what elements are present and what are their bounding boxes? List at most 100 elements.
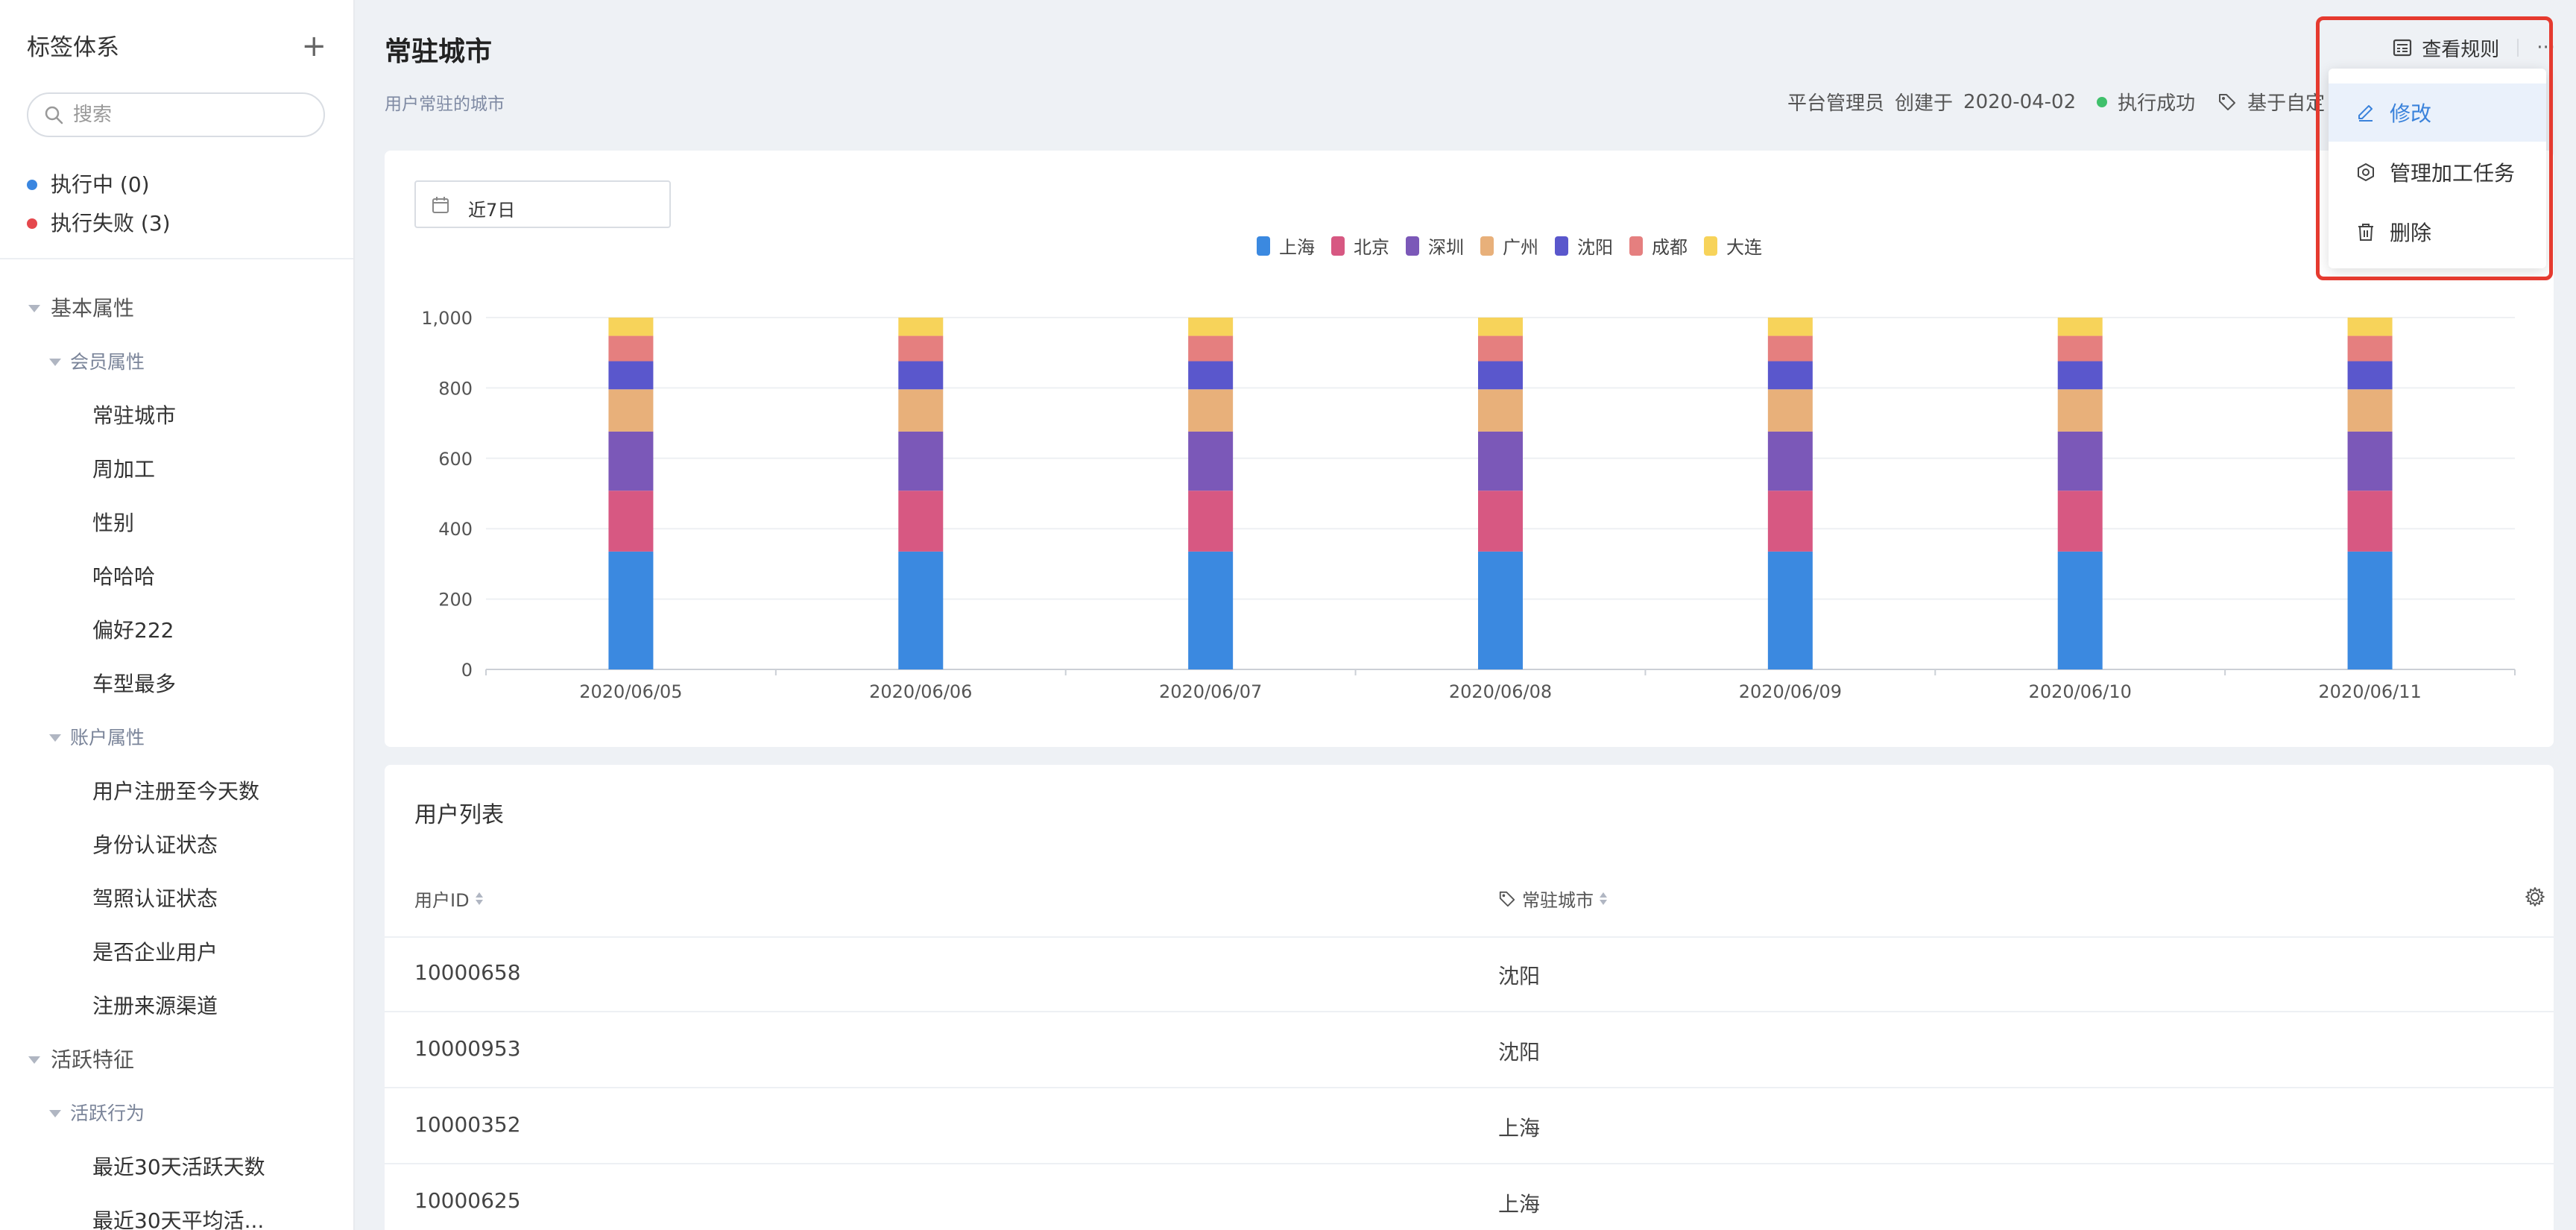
tree-item[interactable]: 驾照认证状态 (0, 872, 353, 926)
status-running-label: 执行中 (0) (51, 172, 150, 197)
action-separator (2517, 39, 2519, 57)
column-header-city[interactable]: 常驻城市 (1498, 886, 1607, 912)
execution-status: 执行成功 (2118, 92, 2196, 115)
bar-segment (608, 431, 654, 491)
bar-segment (1767, 551, 1813, 669)
running-status-dot (27, 180, 37, 190)
gear-icon[interactable] (2524, 886, 2546, 911)
tree-item[interactable]: 周加工 (0, 443, 353, 496)
tree-item[interactable]: 身份认证状态 (0, 819, 353, 872)
bar-segment (1188, 551, 1234, 669)
legend-item[interactable]: 成都 (1629, 233, 1688, 259)
legend-swatch (1555, 236, 1568, 256)
chart-card: 近7日 上海 北京 深圳 广州 沈阳 成都 大连 0 200 400 600 800 1,000 202… (385, 151, 2554, 747)
caret-down-icon (49, 734, 61, 742)
legend-swatch (1406, 236, 1419, 256)
table-row[interactable]: 10000625 上海 (385, 1164, 2554, 1230)
legend-label: 上海 (1279, 237, 1315, 258)
tree-group[interactable]: 活跃特征 (0, 1033, 353, 1087)
x-tick-label: 2020/06/09 (1739, 681, 1842, 702)
tree-group[interactable]: 会员属性 (0, 335, 353, 389)
sort-icon[interactable] (475, 892, 483, 905)
tree-item[interactable]: 常驻城市 (0, 389, 353, 443)
table-row[interactable]: 10000953 沈阳 (385, 1012, 2554, 1088)
tree-item[interactable]: 是否企业用户 (0, 926, 353, 980)
search-input[interactable] (73, 100, 312, 130)
menu-item-label: 删除 (2390, 221, 2432, 245)
tag-meta: 平台管理员 创建于 2020-04-02 执行成功 基于自定 (1787, 88, 2335, 116)
tree-item[interactable]: 最近30天平均活... (0, 1194, 353, 1230)
bar-segment (608, 361, 654, 390)
menu-item-manage-tasks[interactable]: 管理加工任务 (2329, 143, 2546, 201)
legend-item[interactable]: 大连 (1704, 233, 1762, 259)
legend-item[interactable]: 上海 (1257, 233, 1315, 259)
status-failed[interactable]: 执行失败 (3) (27, 204, 171, 243)
legend-swatch (1480, 236, 1494, 256)
view-rules-button[interactable]: 查看规则 (2422, 38, 2500, 61)
tree-item[interactable]: 偏好222 (0, 604, 353, 657)
tree-item[interactable]: 哈哈哈 (0, 550, 353, 604)
more-button[interactable]: ··· (2536, 37, 2555, 59)
legend-item[interactable]: 广州 (1480, 233, 1538, 259)
tree-group[interactable]: 基本属性 (0, 282, 353, 335)
task-icon (2358, 163, 2374, 181)
edit-icon (2358, 105, 2373, 122)
tree-item[interactable]: 注册来源渠道 (0, 980, 353, 1033)
cell-city: 沈阳 (1498, 964, 1541, 988)
legend-item[interactable]: 北京 (1331, 233, 1389, 259)
tree-item[interactable]: 性别 (0, 496, 353, 550)
menu-item-delete[interactable]: 删除 (2329, 203, 2546, 261)
x-tick-label: 2020/06/06 (869, 681, 972, 702)
date-range-value: 近7日 (468, 200, 516, 221)
bar-segment (2057, 389, 2103, 432)
bar-segment (1188, 491, 1234, 552)
tag-tree: 基本属性 会员属性常驻城市周加工性别 哈哈哈偏好222 车型最多账户属性用户注册至今天… (0, 282, 353, 1230)
tree-item[interactable]: 用户注册至今天数 (0, 765, 353, 819)
status-filter-list: 执行中 (0) 执行失败 (3) (27, 165, 171, 243)
page-title: 常驻城市 (385, 37, 493, 67)
bar-segment (1478, 551, 1523, 669)
tree-item-label: 周加工 (92, 457, 156, 482)
bar-segment (1767, 389, 1813, 432)
tree-item-label: 常驻城市 (92, 403, 177, 428)
sort-icon[interactable] (1600, 892, 1607, 905)
legend-label: 广州 (1503, 237, 1538, 258)
column-header-user-id[interactable]: 用户ID (414, 886, 483, 912)
table-row[interactable]: 10000352 上海 (385, 1088, 2554, 1164)
x-tick-label: 2020/06/05 (579, 681, 682, 702)
bar-segment (2347, 318, 2393, 336)
tree-item[interactable]: 最近30天活跃天数 (0, 1141, 353, 1194)
rules-icon (2392, 37, 2413, 58)
calendar-icon (431, 195, 450, 218)
tag-icon (1498, 890, 1516, 908)
legend-item[interactable]: 深圳 (1406, 233, 1464, 259)
cell-city: 沈阳 (1498, 1040, 1541, 1065)
tree-item-label: 偏好222 (92, 618, 174, 643)
tree-group[interactable]: 账户属性 (0, 711, 353, 765)
legend-label: 深圳 (1428, 237, 1464, 258)
created-label: 创建于 (1895, 92, 1954, 115)
y-tick-label: 600 (438, 449, 473, 470)
tree-group[interactable]: 活跃行为 (0, 1087, 353, 1141)
bar-segment (1478, 318, 1523, 336)
menu-item-edit[interactable]: 修改 (2329, 83, 2546, 142)
cell-user-id: 10000352 (414, 1112, 521, 1137)
status-running[interactable]: 执行中 (0) (27, 165, 171, 204)
search-box[interactable] (27, 92, 325, 137)
legend-swatch (1257, 236, 1270, 256)
sidebar-divider (0, 258, 353, 259)
owner-name: 平台管理员 (1787, 92, 1885, 115)
bar-segment (898, 318, 944, 336)
date-range-picker[interactable]: 近7日 (414, 180, 671, 228)
legend-item[interactable]: 沈阳 (1555, 233, 1613, 259)
y-tick-label: 0 (461, 660, 473, 681)
add-tag-button[interactable]: + (301, 29, 326, 63)
tree-item-label: 注册来源渠道 (92, 994, 218, 1018)
bar-segment (1767, 318, 1813, 336)
column-header-label: 用户ID (414, 890, 470, 911)
tree-item[interactable]: 车型最多 (0, 657, 353, 711)
tree-item-label: 账户属性 (70, 727, 145, 748)
row-divider (385, 936, 2554, 938)
legend-label: 大连 (1726, 237, 1762, 258)
table-row[interactable]: 10000658 沈阳 (385, 936, 2554, 1012)
